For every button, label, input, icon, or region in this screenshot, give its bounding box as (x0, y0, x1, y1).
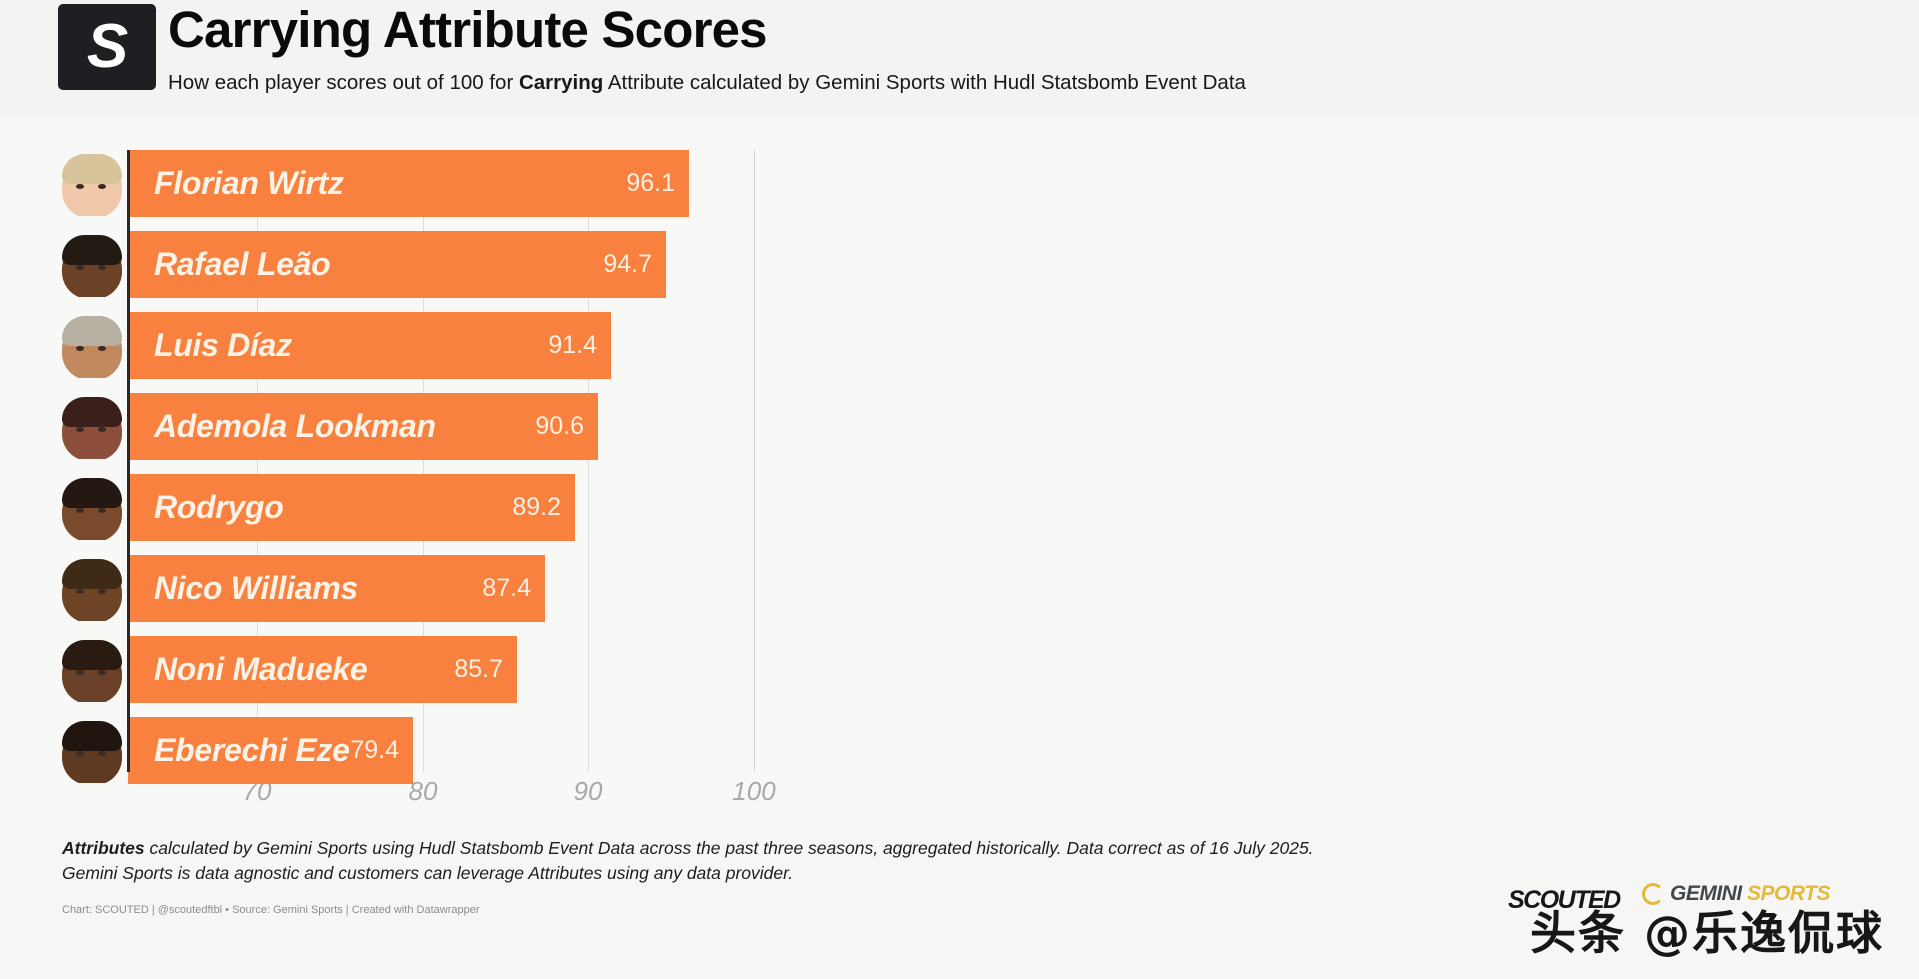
footnote: Attributes calculated by Gemini Sports u… (62, 836, 1482, 886)
avatar-eye (76, 589, 84, 594)
avatar-eye (76, 346, 84, 351)
avatar-hair (62, 154, 122, 184)
player-avatar (56, 152, 128, 216)
gridline-80 (423, 150, 424, 772)
avatar-eye (98, 265, 106, 270)
watermark-text: 头条 @乐逸侃球 (1530, 906, 1885, 960)
bar-value-label: 96.1 (626, 169, 675, 197)
avatar-hair (62, 397, 122, 427)
avatar-eye (98, 508, 106, 513)
gridline-70 (257, 150, 258, 772)
player-avatar (56, 638, 128, 702)
player-avatar (56, 476, 128, 540)
x-tick-label: 80 (408, 776, 438, 806)
bar-row[interactable]: Rodrygo 89.2 (0, 474, 1919, 541)
avatar-eye (76, 427, 84, 432)
bar-category-label: Ademola Lookman (154, 408, 436, 444)
avatar-eye (76, 751, 84, 756)
avatar-eye (98, 427, 106, 432)
footnote-line-1: calculated by Gemini Sports using Hudl S… (144, 838, 1314, 858)
bar-category-label: Eberechi Eze (154, 732, 350, 768)
avatar-eye (98, 589, 106, 594)
gemini-mark-icon (1642, 883, 1664, 905)
bar-category-label: Nico Williams (154, 570, 358, 606)
scouted-logo-letter: S (86, 12, 128, 81)
bar[interactable]: Nico Williams 87.4 (128, 555, 545, 622)
bar-value-label: 89.2 (512, 493, 561, 521)
scouted-wordmark: SCOUTED (1508, 886, 1621, 914)
gemini-word-1: GEMINI (1670, 882, 1742, 905)
bar-chart: 70 80 90 100 Florian Wirtz 96.1 Rafael Leão 94.… (0, 118, 1919, 808)
bar-row[interactable]: Eberechi Eze 79.4 (0, 717, 1919, 784)
bar[interactable]: Eberechi Eze 79.4 (128, 717, 413, 784)
credits-line: Chart: SCOUTED | @scoutedftbl • Source: … (62, 904, 480, 916)
bar-row[interactable]: Rafael Leão 94.7 (0, 231, 1919, 298)
page-title: Carrying Attribute Scores (168, 1, 768, 58)
player-avatar (56, 395, 128, 459)
subtitle-post: Attribute calculated by Gemini Sports wi… (603, 71, 1246, 94)
bar[interactable]: Noni Madueke 85.7 (128, 636, 517, 703)
player-avatar (56, 314, 128, 378)
subtitle-bold: Carrying (518, 71, 604, 94)
player-avatar (56, 557, 128, 621)
avatar-hair (62, 316, 122, 346)
bar-row[interactable]: Noni Madueke 85.7 (0, 636, 1919, 703)
avatar-eye (76, 265, 84, 270)
bar-row[interactable]: Florian Wirtz 96.1 (0, 150, 1919, 217)
avatar-eye (76, 508, 84, 513)
bar-row[interactable]: Ademola Lookman 90.6 (0, 393, 1919, 460)
bar[interactable]: Luis Díaz 91.4 (128, 312, 611, 379)
bar[interactable]: Ademola Lookman 90.6 (128, 393, 598, 460)
page-subtitle: How each player scores out of 100 for Ca… (168, 70, 1246, 96)
avatar-eye (98, 346, 106, 351)
avatar-hair (62, 235, 122, 265)
bar-row[interactable]: Nico Williams 87.4 (0, 555, 1919, 622)
footnote-bold: Attributes (62, 838, 145, 858)
x-tick-label: 100 (732, 776, 776, 806)
avatar-hair (62, 721, 122, 751)
avatar-hair (62, 559, 122, 589)
scouted-logo-icon: S (58, 4, 156, 90)
gemini-sports-logo: GEMINI SPORTS (1642, 882, 1830, 906)
bar-value-label: 94.7 (603, 250, 652, 278)
footnote-line-2: Gemini Sports is data agnostic and custo… (62, 863, 794, 883)
gridline-90 (588, 150, 589, 772)
gridline-100 (754, 150, 755, 772)
bar-category-label: Rodrygo (154, 489, 284, 525)
gemini-word-2: SPORTS (1747, 882, 1830, 905)
avatar-eye (76, 184, 84, 189)
bar-row[interactable]: Luis Díaz 91.4 (0, 312, 1919, 379)
player-avatar (56, 233, 128, 297)
bar[interactable]: Rodrygo 89.2 (128, 474, 575, 541)
bar-value-label: 87.4 (482, 574, 531, 602)
y-axis-line (127, 150, 130, 772)
avatar-hair (62, 478, 122, 508)
avatar-eye (98, 184, 106, 189)
avatar-eye (98, 751, 106, 756)
bar-category-label: Luis Díaz (154, 327, 292, 363)
avatar-hair (62, 640, 122, 670)
bar[interactable]: Florian Wirtz 96.1 (128, 150, 689, 217)
avatar-eye (98, 670, 106, 675)
avatar-eye (76, 670, 84, 675)
bar[interactable]: Rafael Leão 94.7 (128, 231, 666, 298)
bar-category-label: Noni Madueke (154, 651, 368, 687)
bar-category-label: Rafael Leão (154, 246, 331, 282)
chart-header: S Carrying Attribute Scores How each pla… (0, 0, 1919, 118)
bar-category-label: Florian Wirtz (154, 165, 344, 201)
bar-value-label: 85.7 (454, 655, 503, 683)
bar-value-label: 91.4 (548, 331, 597, 359)
bar-value-label: 90.6 (535, 412, 584, 440)
chart-footer: Attributes calculated by Gemini Sports u… (0, 808, 1919, 979)
player-avatar (56, 719, 128, 783)
x-tick-label: 90 (573, 776, 603, 806)
gemini-wordmark: GEMINI SPORTS (1670, 882, 1830, 906)
subtitle-pre: How each player scores out of 100 for (168, 71, 519, 94)
plot-area: 70 80 90 100 Florian Wirtz 96.1 Rafael Leão 94.… (0, 118, 1919, 808)
bar-value-label: 79.4 (350, 736, 399, 764)
